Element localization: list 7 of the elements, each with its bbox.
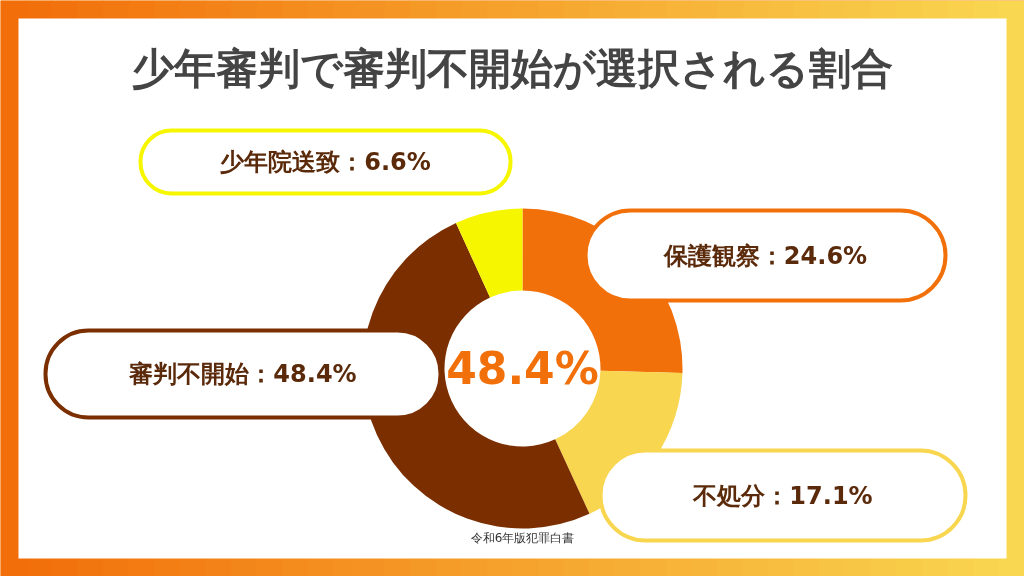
chart-title: 少年審判で審判不開始が選択される割合 <box>132 44 893 93</box>
slice-label: 保護観察：24.6% <box>662 241 868 270</box>
slice-label: 不処分：17.1% <box>692 481 873 510</box>
slice-label: 少年院送致：6.6% <box>220 148 431 176</box>
slice-label: 審判不開始：48.4% <box>129 360 357 388</box>
text: 令和6年版犯罪白書 <box>470 530 575 545</box>
data-label: 48.4% <box>446 343 599 394</box>
